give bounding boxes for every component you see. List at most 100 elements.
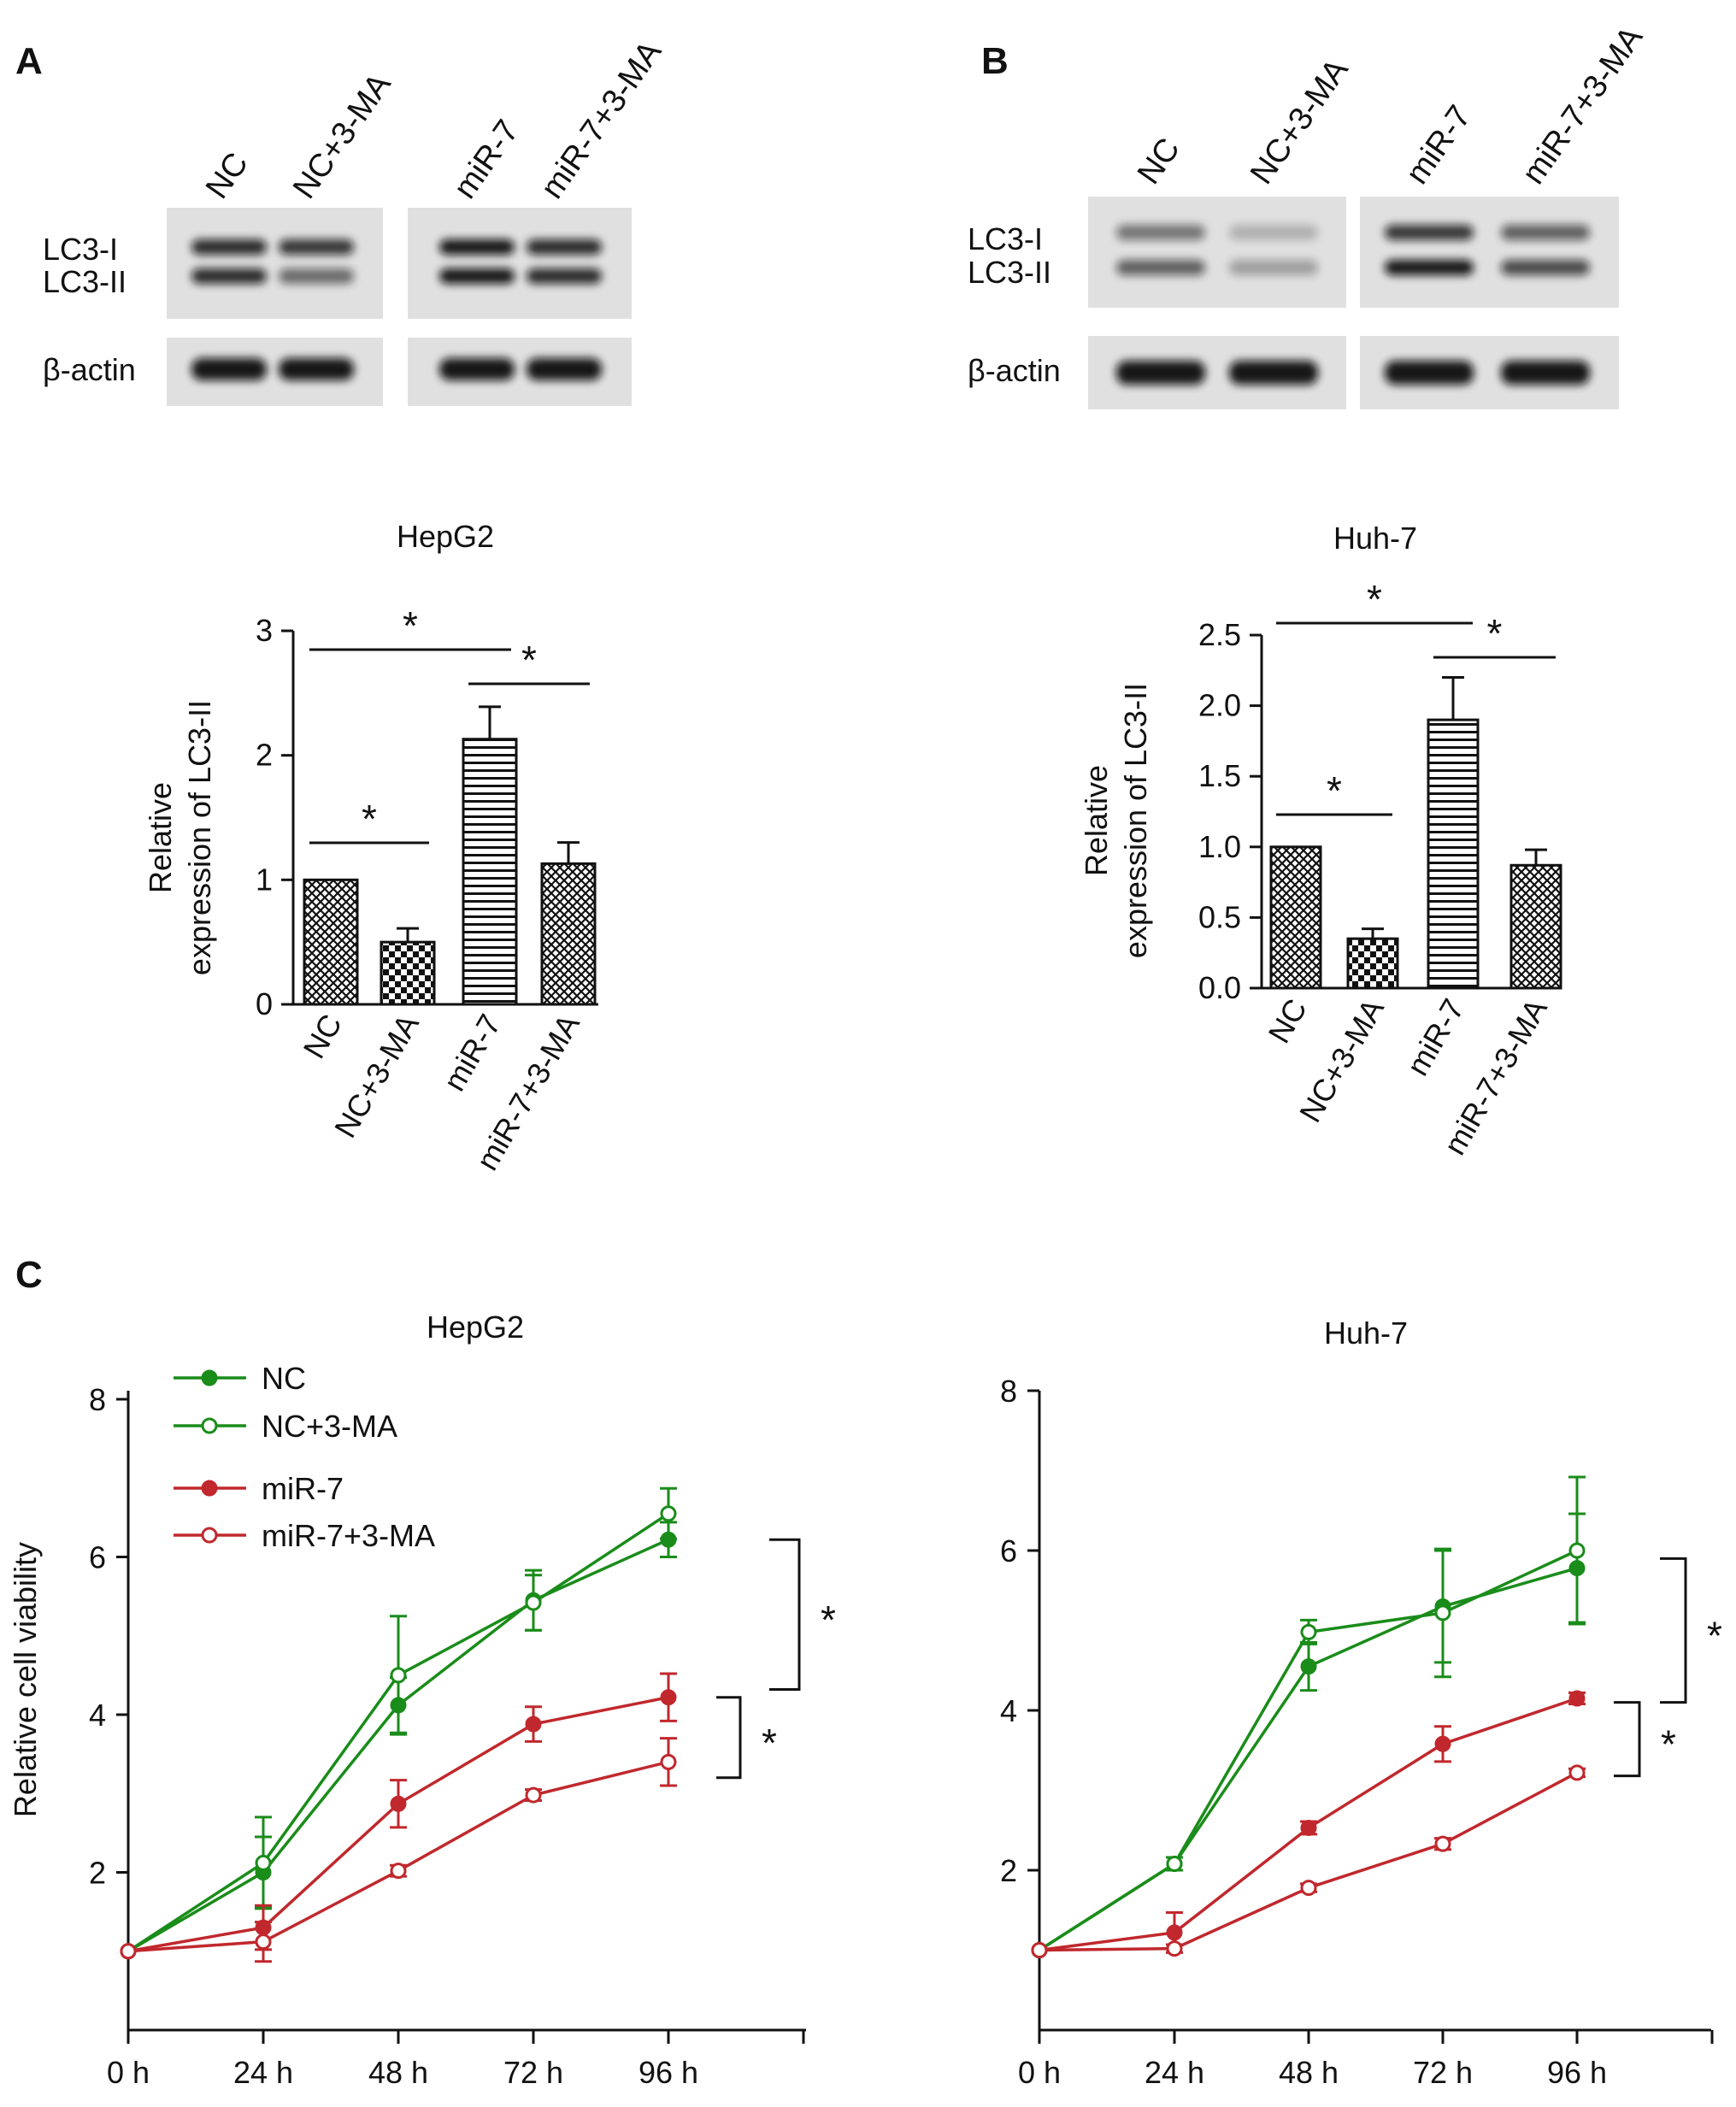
lc3-i-band <box>279 239 354 255</box>
significance-star: * <box>821 1598 836 1642</box>
data-point <box>1568 1542 1586 1559</box>
series-line <box>1039 1771 1578 1952</box>
beta-actin-band <box>1229 361 1318 385</box>
western-blot-hepg2: NC NC+3-MA miR-7 miR-7+3-MA LC3-I LC3-II β-… <box>43 34 669 406</box>
lc3-ii-band <box>191 268 267 284</box>
y-ticks: 0.0 0.5 1.0 1.5 2.0 2.5 <box>1198 617 1262 1005</box>
bar <box>1269 845 1322 990</box>
legend-marker <box>201 1369 218 1386</box>
x-tick-label: 72 h <box>503 2055 563 2090</box>
bar <box>303 878 359 1006</box>
bars <box>303 738 597 1006</box>
data-point <box>660 1753 677 1770</box>
chart-title: HepG2 <box>427 1310 524 1345</box>
y-tick-label: 6 <box>89 1540 106 1575</box>
western-blot-huh7: NC NC+3-MA miR-7 miR-7+3-MA LC3-I LC3-II β-… <box>968 20 1651 409</box>
lc3-ii-band <box>1229 260 1318 275</box>
beta-actin-bands <box>191 358 602 380</box>
lc3-ii-band <box>439 268 515 284</box>
y-tick-label: 2 <box>1000 1853 1017 1888</box>
lc3-i-label: LC3-I <box>968 221 1043 256</box>
legend: NC NC+3-MA miR-7 miR-7+3-MA <box>174 1361 435 1553</box>
y-tick-label: 0.5 <box>1198 899 1241 934</box>
y-tick-label: 6 <box>1000 1533 1017 1568</box>
x-tick-label: NC <box>1261 993 1314 1050</box>
lc3-ii-label: LC3-II <box>43 264 127 299</box>
y-tick-label: 2.5 <box>1198 617 1241 652</box>
lane-label: NC <box>1131 132 1187 191</box>
chart-title: Huh-7 <box>1324 1315 1408 1351</box>
blot-membrane <box>167 208 383 319</box>
significance-star: * <box>521 638 537 682</box>
data-point <box>1300 1623 1317 1640</box>
y-tick-label: 2 <box>256 738 273 773</box>
x-tick-label: miR-7 <box>1399 993 1471 1082</box>
x-tick-label: 24 h <box>233 2055 293 2090</box>
beta-actin-band <box>1385 361 1474 385</box>
significance-star: * <box>1487 611 1503 656</box>
blot-membrane <box>1360 197 1619 308</box>
y-tick-label: 0 <box>256 986 273 1021</box>
legend-marker <box>201 1527 218 1544</box>
y-axis-label: Relative cell viability <box>8 1542 43 1817</box>
significance-bracket <box>716 1696 742 1780</box>
significance-star: * <box>762 1721 777 1765</box>
significance-star: * <box>362 797 377 841</box>
panel-letter-a: A <box>15 40 43 82</box>
x-tick-label: 24 h <box>1145 2055 1204 2090</box>
beta-actin-band <box>527 358 602 380</box>
beta-actin-band <box>191 358 267 380</box>
x-tick-label: 48 h <box>1279 2055 1339 2090</box>
significance-bracket <box>1660 1557 1687 1704</box>
x-tick-label: NC <box>296 1009 349 1065</box>
data-point <box>1300 1658 1317 1675</box>
series <box>1031 1690 1586 1958</box>
beta-actin-band <box>1501 361 1590 385</box>
data-point <box>1166 1924 1183 1941</box>
lc3-ii-band <box>1501 260 1590 275</box>
y-tick-label: 8 <box>1000 1374 1017 1409</box>
y-tick-label: 8 <box>89 1382 106 1417</box>
legend-label: NC+3-MA <box>262 1409 397 1444</box>
significance-star: * <box>1367 577 1382 621</box>
significance-markers: * * * <box>1276 577 1556 816</box>
lc3-i-band <box>1229 225 1318 240</box>
data-point <box>120 1943 137 1960</box>
series <box>120 1486 677 1960</box>
data-point <box>660 1505 677 1522</box>
y-tick-label: 2 <box>89 1856 106 1891</box>
series <box>120 1521 677 1960</box>
significance-brackets: ** <box>1614 1557 1722 1778</box>
data-point <box>1568 1690 1586 1707</box>
significance-markers: * * * <box>309 603 590 845</box>
x-tick-label: 0 h <box>1018 2055 1061 2090</box>
bar <box>462 738 518 1006</box>
panel-letter-c: C <box>15 1254 43 1296</box>
series <box>1031 1764 1586 1958</box>
x-ticks: 0 h 24 h 48 h 72 h 96 h <box>107 2030 805 2090</box>
error-bars <box>397 705 580 943</box>
y-ticks: 2 4 6 8 <box>1000 1374 1039 1888</box>
data-point <box>1300 1880 1317 1897</box>
line-chart-hepg2: HepG2 Relative cell viability 2 4 6 8 0 h 24… <box>8 1310 836 2090</box>
x-tick-label: 96 h <box>1547 2055 1607 2090</box>
lc3-i-band <box>191 239 267 255</box>
data-point <box>1300 1819 1317 1836</box>
beta-actin-band <box>1116 361 1205 385</box>
panel-letter-b: B <box>981 40 1009 82</box>
chart-title: Huh-7 <box>1333 521 1417 556</box>
series-lines <box>1031 1475 1586 1958</box>
data-point <box>1434 1735 1451 1752</box>
y-axis-label: expression of LC3-II <box>182 700 217 975</box>
y-tick-label: 1 <box>256 862 273 897</box>
lc3-i-bands <box>191 239 602 255</box>
x-ticks: 0 h 24 h 48 h 72 h 96 h <box>1018 2030 1714 2090</box>
lc3-ii-label: LC3-II <box>968 255 1051 290</box>
lc3-i-band <box>1116 225 1205 240</box>
lc3-i-band <box>1501 225 1590 240</box>
data-point <box>1568 1764 1586 1781</box>
bar <box>540 862 597 1006</box>
chart-title: HepG2 <box>397 519 494 554</box>
legend-label: miR-7 <box>262 1471 344 1506</box>
